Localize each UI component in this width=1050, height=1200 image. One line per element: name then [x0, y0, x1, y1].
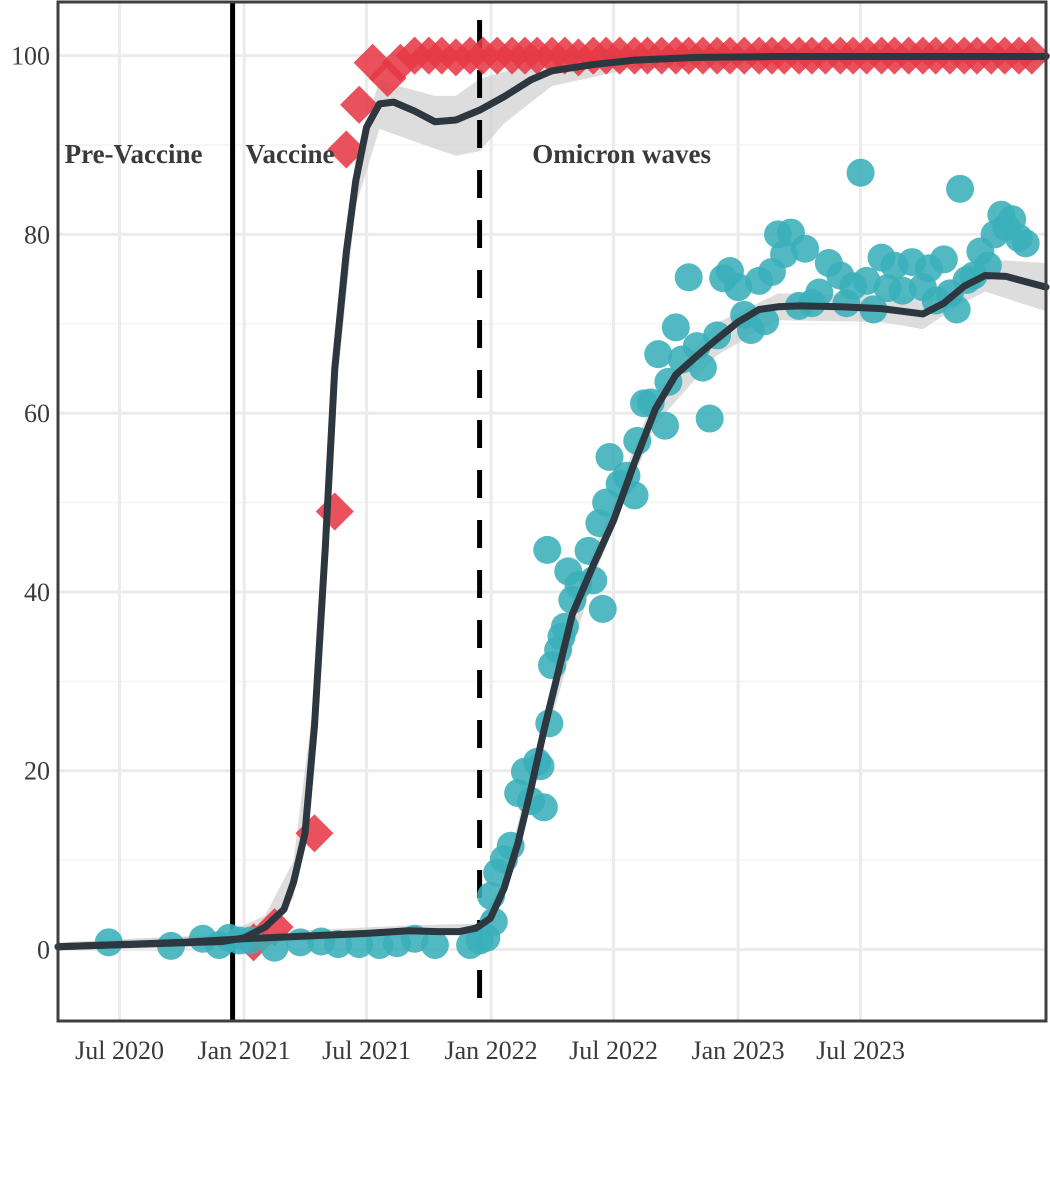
x-tick-label: Jan 2022 — [445, 1036, 538, 1065]
circle-point — [661, 313, 690, 342]
circle-point — [529, 793, 558, 822]
trend-line-1 — [54, 53, 1050, 951]
circle-point — [791, 234, 820, 263]
phase-label: Vaccine — [245, 139, 334, 169]
circle-point — [751, 307, 780, 336]
circle-point — [644, 340, 673, 369]
x-tick-label: Jan 2021 — [198, 1036, 291, 1065]
y-tick-label: 100 — [11, 42, 50, 71]
circle-point — [588, 594, 617, 623]
x-tick-label: Jul 2021 — [322, 1036, 411, 1065]
phase-label: Omicron waves — [532, 139, 711, 169]
circle-point — [770, 240, 799, 269]
x-tick-label: Jan 2023 — [692, 1036, 785, 1065]
circle-point — [946, 174, 975, 203]
trend-lines — [54, 53, 1050, 951]
trend-line-2 — [54, 272, 1050, 951]
diamond-point — [340, 85, 379, 124]
phase-annotations: Pre-Vaccine Vaccine Omicron waves — [65, 139, 711, 169]
axes: 0 20 40 60 80 100 Jul 2020 Jan 2021 Jul 2021 Jan … — [11, 0, 1048, 1065]
y-tick-label: 60 — [24, 399, 50, 428]
circle-point — [695, 404, 724, 433]
plot-background — [58, 2, 1046, 1021]
diamond-point — [327, 130, 366, 169]
phase-divider-lines — [230, 2, 483, 1021]
circle-point — [805, 278, 834, 307]
phase-label: Pre-Vaccine — [65, 139, 203, 169]
circle-point — [420, 931, 449, 960]
circle-point — [533, 535, 562, 564]
circle-point — [479, 907, 508, 936]
circle-point — [651, 411, 680, 440]
y-tick-label: 0 — [37, 935, 50, 964]
grid-lines — [58, 2, 1046, 1021]
x-tick-label: Jul 2020 — [75, 1036, 164, 1065]
circle-point — [1011, 229, 1040, 258]
plot-border — [56, 0, 1048, 1023]
circle-point — [674, 263, 703, 292]
x-tick-label: Jul 2023 — [816, 1036, 905, 1065]
y-tick-label: 40 — [24, 578, 50, 607]
y-tick-label: 80 — [24, 220, 50, 249]
x-tick-label: Jul 2022 — [569, 1036, 658, 1065]
y-tick-label: 20 — [24, 757, 50, 786]
circle-point — [846, 158, 875, 187]
circle-point — [595, 442, 624, 471]
circle-point — [929, 245, 958, 274]
